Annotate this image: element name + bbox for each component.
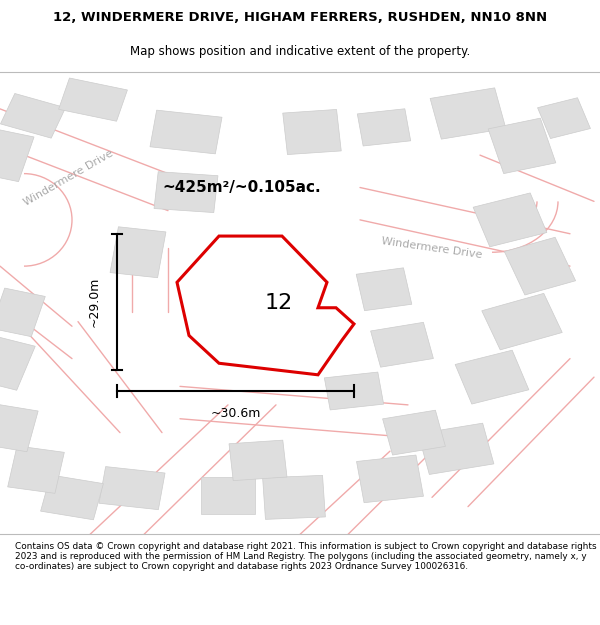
Polygon shape: [263, 476, 325, 519]
Polygon shape: [325, 372, 383, 410]
Text: Contains OS data © Crown copyright and database right 2021. This information is : Contains OS data © Crown copyright and d…: [15, 542, 596, 571]
Text: ~29.0m: ~29.0m: [88, 277, 101, 327]
Polygon shape: [473, 193, 547, 247]
Polygon shape: [356, 268, 412, 311]
Polygon shape: [1, 94, 65, 138]
Text: ~425m²/~0.105ac.: ~425m²/~0.105ac.: [162, 180, 320, 195]
Polygon shape: [154, 172, 218, 212]
Polygon shape: [0, 404, 38, 452]
Polygon shape: [418, 423, 494, 474]
Polygon shape: [455, 350, 529, 404]
Text: 12, WINDERMERE DRIVE, HIGHAM FERRERS, RUSHDEN, NN10 8NN: 12, WINDERMERE DRIVE, HIGHAM FERRERS, RU…: [53, 11, 547, 24]
Polygon shape: [41, 475, 103, 520]
Polygon shape: [371, 322, 433, 367]
Polygon shape: [59, 78, 127, 121]
Polygon shape: [505, 238, 575, 295]
Polygon shape: [177, 236, 354, 375]
Polygon shape: [99, 467, 165, 509]
Polygon shape: [230, 281, 274, 316]
Polygon shape: [383, 410, 445, 455]
Text: Windermere Drive: Windermere Drive: [381, 236, 483, 259]
Polygon shape: [358, 109, 410, 146]
Polygon shape: [229, 440, 287, 481]
Polygon shape: [482, 293, 562, 350]
Polygon shape: [356, 455, 424, 503]
Text: 12: 12: [265, 293, 293, 313]
Polygon shape: [0, 129, 34, 182]
Polygon shape: [283, 109, 341, 154]
Polygon shape: [0, 288, 45, 337]
Polygon shape: [110, 227, 166, 278]
Polygon shape: [430, 88, 506, 139]
Text: Map shows position and indicative extent of the property.: Map shows position and indicative extent…: [130, 45, 470, 58]
Polygon shape: [150, 110, 222, 154]
Text: Windermere Drive: Windermere Drive: [22, 149, 116, 208]
Text: ~30.6m: ~30.6m: [211, 407, 260, 420]
Polygon shape: [488, 118, 556, 174]
Polygon shape: [201, 476, 255, 514]
Polygon shape: [0, 336, 35, 390]
Polygon shape: [8, 446, 64, 493]
Polygon shape: [538, 98, 590, 139]
